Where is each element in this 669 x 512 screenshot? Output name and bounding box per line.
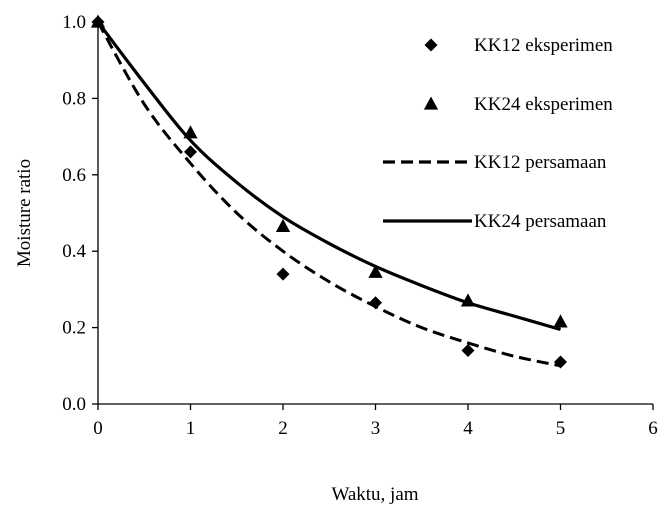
series-line-kk12-persamaan: [96, 21, 561, 368]
series-line-kk24-persamaan: [96, 21, 561, 332]
legend-item: KK24 persamaan: [383, 211, 607, 232]
diamond-marker: [184, 145, 197, 159]
y-tick-label: 0.4: [62, 241, 86, 262]
y-tick-label: 0.0: [62, 394, 86, 415]
legend-item: KK12 persamaan: [383, 152, 607, 173]
triangle-marker: [183, 125, 198, 139]
x-tick-label: 6: [648, 418, 658, 439]
legend-label: KK24 persamaan: [474, 211, 607, 232]
triangle-marker: [553, 314, 568, 328]
y-tick-label: 0.6: [62, 165, 86, 186]
x-tick-label: 4: [463, 418, 473, 439]
x-tick-label: 1: [186, 418, 196, 439]
y-tick-label: 1.0: [62, 12, 86, 33]
legend-item: KK24 eksperimen: [423, 94, 613, 115]
y-axis-title: Moisture ratio: [14, 159, 35, 267]
y-tick-label: 0.8: [62, 88, 86, 109]
diamond-marker: [424, 38, 438, 52]
x-tick-label: 0: [93, 418, 103, 439]
legend-item: KK12 eksperimen: [424, 35, 613, 56]
triangle-marker: [460, 293, 476, 307]
y-tick-label: 0.2: [62, 318, 86, 339]
diamond-marker: [554, 355, 567, 369]
triangle-marker: [275, 218, 291, 232]
axes: 0 1 2 3 4 5 6 0.0 0.2 0.4 0.6 0.8 1.0: [62, 12, 658, 439]
triangle-marker: [368, 264, 383, 278]
legend: KK12 eksperimen KK24 eksperimen KK12 persa…: [383, 35, 613, 232]
diamond-marker: [369, 296, 382, 310]
x-tick-label: 5: [556, 418, 566, 439]
triangle-marker: [90, 14, 106, 28]
x-tick-label: 3: [371, 418, 381, 439]
series-points-kk12-eksperimen: [91, 15, 567, 369]
series-points-kk24-eksperimen: [90, 14, 568, 328]
x-tick-label: 2: [278, 418, 288, 439]
legend-label: KK24 eksperimen: [474, 94, 613, 115]
diamond-marker: [461, 344, 475, 358]
legend-label: KK12 eksperimen: [474, 35, 613, 56]
diamond-marker: [276, 267, 290, 281]
triangle-marker: [423, 96, 439, 110]
x-axis-title: Waktu, jam: [331, 484, 418, 505]
series-layer: [90, 14, 568, 369]
legend-label: KK12 persamaan: [474, 152, 607, 173]
